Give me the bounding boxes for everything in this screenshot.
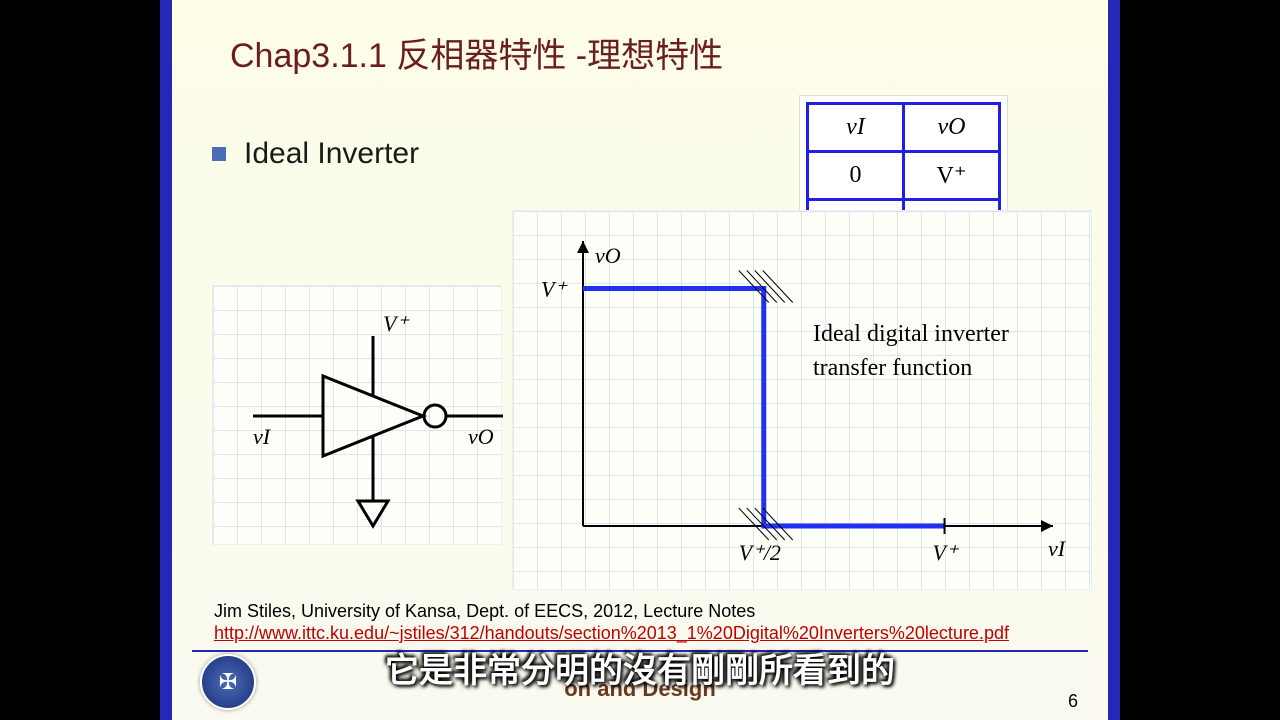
inverter-diagram: V⁺ vI vO: [212, 285, 502, 545]
svg-text:vI: vI: [253, 424, 272, 449]
chart-caption-2: transfer function: [813, 355, 972, 382]
inverter-svg: V⁺ vI vO: [213, 286, 503, 546]
page-number: 6: [1068, 691, 1078, 712]
svg-text:vO: vO: [468, 424, 494, 449]
credits-text: Jim Stiles, University of Kansa, Dept. o…: [214, 601, 755, 622]
slide-title: Chap3.1.1 反相器特性 -理想特性: [172, 0, 1108, 77]
bullet-marker: [212, 147, 226, 161]
table-cell: 0: [808, 152, 904, 200]
chart-caption-1: Ideal digital inverter: [813, 321, 1009, 348]
svg-text:V⁺: V⁺: [541, 277, 568, 302]
table-cell: vO: [904, 104, 1000, 152]
svg-text:V⁺: V⁺: [933, 540, 960, 565]
footer-course: on and Design: [172, 676, 1108, 702]
svg-text:V⁺: V⁺: [383, 311, 410, 336]
bullet-text: Ideal Inverter: [244, 137, 419, 171]
table-cell: vI: [808, 104, 904, 152]
svg-text:vO: vO: [595, 243, 621, 268]
transfer-chart: vO vI V⁺ V⁺/2 V⁺ Ideal digital inverter tran…: [512, 210, 1092, 590]
credits-link[interactable]: http://www.ittc.ku.edu/~jstiles/312/hand…: [214, 623, 1009, 644]
svg-text:V⁺/2: V⁺/2: [739, 540, 781, 565]
svg-text:vI: vI: [1048, 536, 1067, 561]
chart-svg: vO vI V⁺ V⁺/2 V⁺: [513, 211, 1093, 591]
slide: Chap3.1.1 反相器特性 -理想特性 Ideal Inverter vIv…: [160, 0, 1120, 720]
footer-divider: [192, 650, 1088, 652]
table-cell: V⁺: [904, 152, 1000, 200]
